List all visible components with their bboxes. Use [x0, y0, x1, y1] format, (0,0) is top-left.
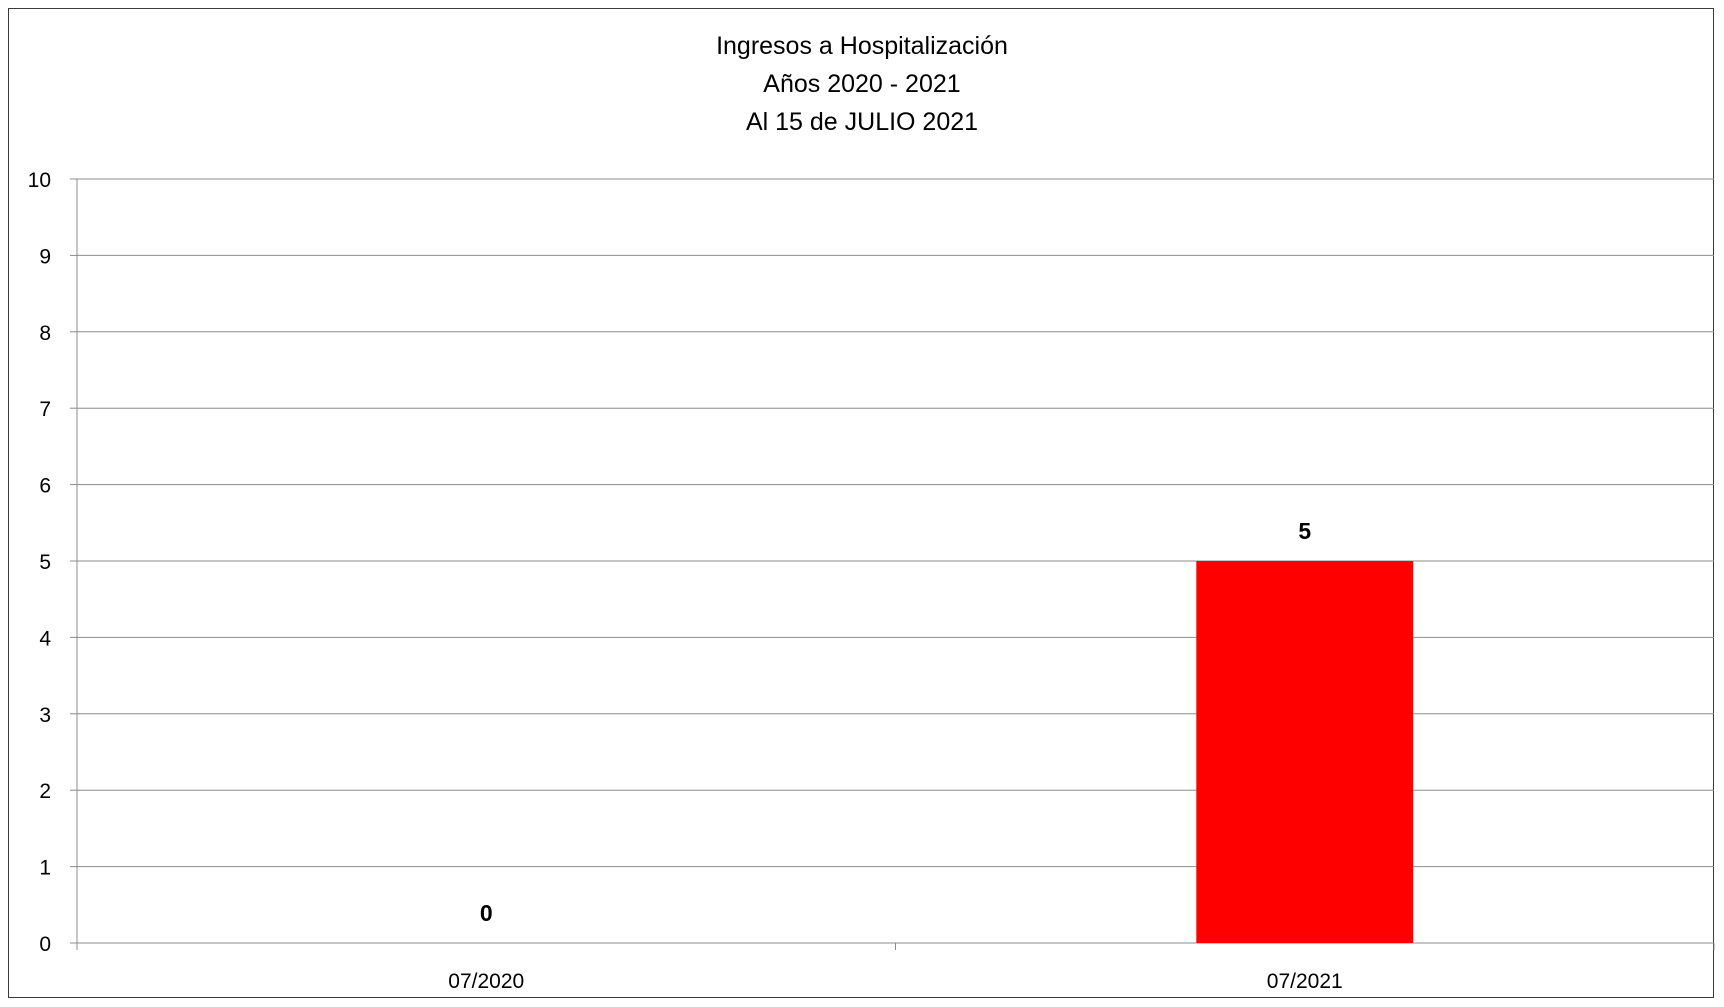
y-tick-label: 1 [39, 857, 51, 880]
y-tick-label: 10 [28, 169, 51, 192]
x-tick-label: 07/2021 [1267, 970, 1343, 993]
x-tick-label: 07/2020 [448, 970, 524, 993]
chart-title-line-3: Al 15 de JULIO 2021 [745, 108, 979, 136]
data-label: 0 [480, 900, 493, 926]
y-tick-label: 8 [39, 322, 51, 345]
data-label: 5 [1298, 518, 1311, 544]
chart-title-line-1: Ingresos a Hospitalización [716, 32, 1008, 60]
y-tick-label: 6 [39, 475, 51, 498]
y-tick-label: 7 [39, 398, 51, 421]
chart-title-line-2: Años 2020 - 2021 [763, 70, 961, 98]
y-tick-label: 0 [39, 933, 51, 956]
chart-title: Ingresos a Hospitalización Años 2020 - 2… [0, 27, 1724, 141]
y-tick-label: 3 [39, 704, 51, 727]
y-tick-label: 5 [39, 551, 51, 574]
chart-frame [8, 8, 1714, 998]
y-tick-label: 4 [39, 627, 51, 650]
y-tick-label: 9 [39, 245, 51, 268]
y-tick-label: 2 [39, 780, 51, 803]
bar [1196, 561, 1414, 943]
